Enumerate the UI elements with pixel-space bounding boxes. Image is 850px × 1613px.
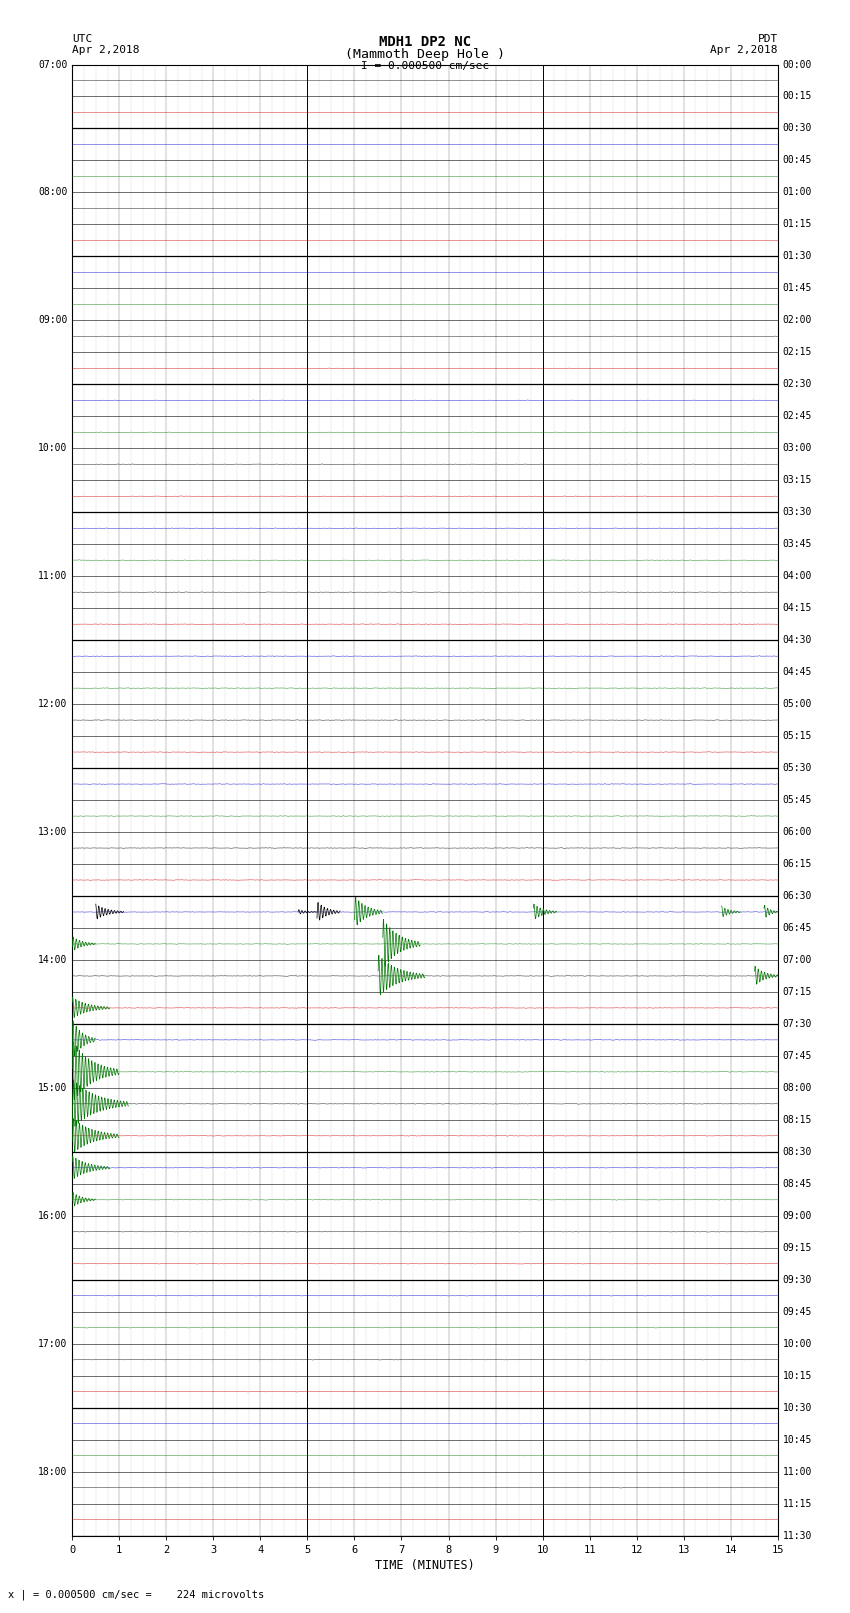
Text: 04:45: 04:45 — [783, 668, 812, 677]
Text: 10:45: 10:45 — [783, 1434, 812, 1445]
Text: I = 0.000500 cm/sec: I = 0.000500 cm/sec — [361, 61, 489, 71]
Text: 12:00: 12:00 — [38, 698, 67, 710]
Text: 05:30: 05:30 — [783, 763, 812, 773]
Text: 11:00: 11:00 — [38, 571, 67, 581]
Text: Apr 2,2018: Apr 2,2018 — [711, 45, 778, 55]
Text: 01:15: 01:15 — [783, 219, 812, 229]
Text: 16:00: 16:00 — [38, 1211, 67, 1221]
Text: Apr 2,2018: Apr 2,2018 — [72, 45, 139, 55]
Text: 00:45: 00:45 — [783, 155, 812, 166]
Text: 18:00: 18:00 — [38, 1466, 67, 1476]
Text: 03:00: 03:00 — [783, 444, 812, 453]
Text: 04:00: 04:00 — [783, 571, 812, 581]
Text: 17:00: 17:00 — [38, 1339, 67, 1348]
Text: 09:15: 09:15 — [783, 1242, 812, 1253]
Text: 04:30: 04:30 — [783, 636, 812, 645]
Text: 07:45: 07:45 — [783, 1052, 812, 1061]
Text: 05:45: 05:45 — [783, 795, 812, 805]
Text: 07:00: 07:00 — [38, 60, 67, 69]
Text: 14:00: 14:00 — [38, 955, 67, 965]
Text: 02:45: 02:45 — [783, 411, 812, 421]
Text: 05:15: 05:15 — [783, 731, 812, 740]
Text: 01:45: 01:45 — [783, 284, 812, 294]
Text: 02:15: 02:15 — [783, 347, 812, 358]
Text: 10:30: 10:30 — [783, 1403, 812, 1413]
Text: 06:45: 06:45 — [783, 923, 812, 932]
Text: 09:45: 09:45 — [783, 1307, 812, 1316]
Text: 06:15: 06:15 — [783, 860, 812, 869]
Text: 11:00: 11:00 — [783, 1466, 812, 1476]
Text: 09:00: 09:00 — [38, 316, 67, 326]
Text: 03:45: 03:45 — [783, 539, 812, 548]
Text: 07:00: 07:00 — [783, 955, 812, 965]
Text: 04:15: 04:15 — [783, 603, 812, 613]
Text: 00:15: 00:15 — [783, 92, 812, 102]
Text: PDT: PDT — [757, 34, 778, 44]
Text: 06:00: 06:00 — [783, 827, 812, 837]
Text: 07:30: 07:30 — [783, 1019, 812, 1029]
Text: 10:00: 10:00 — [783, 1339, 812, 1348]
Text: 08:00: 08:00 — [38, 187, 67, 197]
Text: 06:30: 06:30 — [783, 890, 812, 902]
Text: 08:45: 08:45 — [783, 1179, 812, 1189]
Text: 02:00: 02:00 — [783, 316, 812, 326]
Text: 09:00: 09:00 — [783, 1211, 812, 1221]
Text: MDH1 DP2 NC: MDH1 DP2 NC — [379, 35, 471, 50]
Text: 10:15: 10:15 — [783, 1371, 812, 1381]
Text: 11:15: 11:15 — [783, 1498, 812, 1508]
X-axis label: TIME (MINUTES): TIME (MINUTES) — [375, 1558, 475, 1571]
Text: 08:00: 08:00 — [783, 1082, 812, 1094]
Text: 11:30: 11:30 — [783, 1531, 812, 1540]
Text: 03:15: 03:15 — [783, 476, 812, 486]
Text: 08:30: 08:30 — [783, 1147, 812, 1157]
Text: 08:15: 08:15 — [783, 1115, 812, 1124]
Text: (Mammoth Deep Hole ): (Mammoth Deep Hole ) — [345, 48, 505, 61]
Text: 03:30: 03:30 — [783, 506, 812, 518]
Text: 15:00: 15:00 — [38, 1082, 67, 1094]
Text: 13:00: 13:00 — [38, 827, 67, 837]
Text: UTC: UTC — [72, 34, 93, 44]
Text: x | = 0.000500 cm/sec =    224 microvolts: x | = 0.000500 cm/sec = 224 microvolts — [8, 1589, 264, 1600]
Text: 00:00: 00:00 — [783, 60, 812, 69]
Text: 01:30: 01:30 — [783, 252, 812, 261]
Text: 09:30: 09:30 — [783, 1274, 812, 1284]
Text: 02:30: 02:30 — [783, 379, 812, 389]
Text: 01:00: 01:00 — [783, 187, 812, 197]
Text: 07:15: 07:15 — [783, 987, 812, 997]
Text: 10:00: 10:00 — [38, 444, 67, 453]
Text: 05:00: 05:00 — [783, 698, 812, 710]
Text: 00:30: 00:30 — [783, 124, 812, 134]
